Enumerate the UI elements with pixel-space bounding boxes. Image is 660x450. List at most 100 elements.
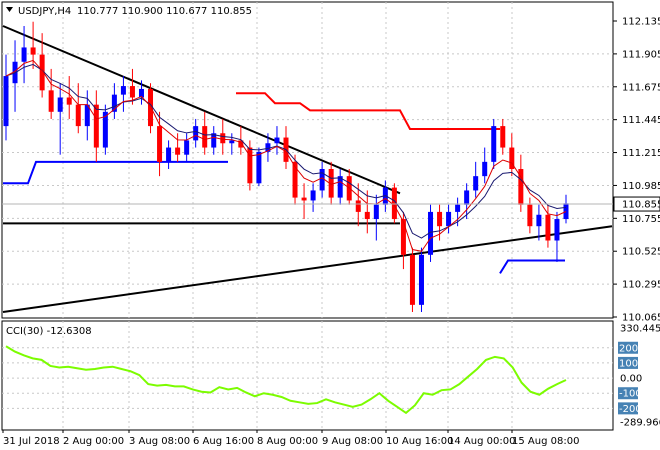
cci-tick-label: 0.00: [620, 374, 642, 385]
candle-body: [310, 190, 316, 201]
lower-channel-line: [3, 160, 228, 185]
price-grid: [2, 2, 613, 430]
candle-body: [75, 104, 81, 127]
candle-body: [102, 111, 108, 148]
price-tick-label: 110.985: [622, 181, 660, 192]
cci-label: CCI(30) -12.6308: [6, 326, 92, 337]
candle-body: [455, 204, 461, 212]
candle-body: [220, 133, 226, 144]
candle-body: [93, 104, 99, 148]
candle-body: [229, 140, 235, 144]
time-tick-label: 6 Aug 16:00: [193, 436, 254, 447]
candle-body: [400, 219, 406, 255]
cci-level-badge: [618, 387, 638, 400]
candle-body: [39, 54, 45, 91]
candle-body: [111, 94, 117, 112]
candle-body: [184, 140, 190, 155]
candle-body: [536, 214, 542, 227]
candle-body: [446, 211, 452, 227]
candle-body: [428, 211, 434, 255]
candle-body: [175, 147, 181, 155]
cci-axis: 330.4457 200 100 0.00 -100 -200 -289.9663: [618, 324, 660, 429]
candle-body: [500, 126, 506, 148]
candle-body: [21, 47, 27, 62]
candle-body: [563, 203, 569, 220]
cci-tick-label: -100: [619, 389, 642, 400]
cci-tick-label: -289.9663: [620, 418, 660, 429]
candle-body: [554, 219, 560, 241]
time-tick-label: 31 Jul 2018: [3, 436, 60, 447]
candle-body: [418, 254, 424, 305]
moving-average-line: [5, 59, 567, 252]
candle-body: [265, 143, 271, 152]
moving-averages: [5, 59, 567, 252]
candle-body: [464, 190, 470, 205]
ascending-trendline: [2, 225, 613, 313]
candle-body: [30, 47, 36, 55]
price-tick-label: 110.065: [622, 313, 660, 324]
price-axis: 112.135 111.905 111.675 111.445 111.215 110.9…: [2, 17, 660, 324]
cci-level-badge: [618, 402, 638, 415]
candle-body: [491, 126, 497, 162]
upper-channel-line: [236, 92, 500, 130]
candle-body: [3, 76, 9, 127]
cci-level-badge: [618, 356, 638, 369]
last-price-box: [613, 196, 660, 212]
candle-body: [527, 204, 533, 227]
cci-grid: [2, 347, 613, 409]
moving-average-line: [5, 63, 567, 239]
time-tick-label: 3 Aug 08:00: [129, 436, 190, 447]
candles-group: [3, 21, 569, 312]
candle-body: [48, 90, 54, 112]
candle-body: [57, 97, 63, 112]
candle-body: [391, 187, 397, 220]
cci-series: [5, 345, 567, 415]
price-tick-label: 110.295: [622, 280, 660, 291]
candle-body: [328, 169, 334, 198]
candle-body: [473, 176, 479, 191]
time-tick-label: 15 Aug 08:00: [512, 436, 579, 447]
candle-body: [509, 147, 515, 169]
cci-line: [5, 345, 567, 415]
last-price-label: 110.855: [622, 200, 660, 211]
time-tick-label: 2 Aug 00:00: [63, 436, 124, 447]
candle-body: [364, 211, 370, 220]
descending-trendline: [2, 25, 401, 195]
candle-body: [166, 147, 172, 162]
time-axis: 31 Jul 2018 2 Aug 00:00 3 Aug 08:00 6 Aug 1…: [2, 430, 579, 447]
chart-header: USDJPY,H4 110.777 110.900 110.677 110.85…: [6, 6, 252, 17]
candle-body: [211, 133, 217, 148]
candle-body: [482, 161, 488, 177]
dropdown-triangle-icon[interactable]: [6, 7, 13, 12]
price-tick-label: 110.755: [622, 214, 660, 225]
ohlc-label: 110.777 110.900 110.677 110.855: [77, 6, 252, 17]
candle-body: [301, 197, 307, 201]
cci-tick-label: 200: [619, 343, 638, 354]
candle-body: [247, 147, 253, 184]
lower-channel-line: [499, 259, 565, 274]
cci-tick-label: 100: [619, 358, 638, 369]
candle-body: [157, 126, 163, 162]
candle-body: [66, 97, 72, 105]
cci-tick-label: -200: [619, 404, 642, 415]
candle-body: [84, 104, 90, 127]
price-overlays: [2, 25, 613, 313]
cci-panel-frame: [1, 320, 614, 431]
price-tick-label: 111.675: [622, 82, 660, 93]
price-tick-label: 112.135: [622, 17, 660, 28]
price-tick-label: 111.905: [622, 49, 660, 60]
candle-body: [256, 151, 262, 184]
candle-body: [274, 137, 280, 144]
cci-tick-label: 330.4457: [620, 324, 660, 335]
candle-body: [545, 214, 551, 241]
price-tick-label: 110.525: [622, 247, 660, 258]
candle-body: [238, 140, 244, 148]
price-tick-label: 111.445: [622, 115, 660, 126]
candle-body: [337, 176, 343, 198]
time-tick-label: 8 Aug 00:00: [257, 436, 318, 447]
candle-body: [193, 126, 199, 141]
candle-body: [319, 169, 325, 191]
candle-body: [292, 161, 298, 198]
candle-body: [437, 211, 443, 227]
